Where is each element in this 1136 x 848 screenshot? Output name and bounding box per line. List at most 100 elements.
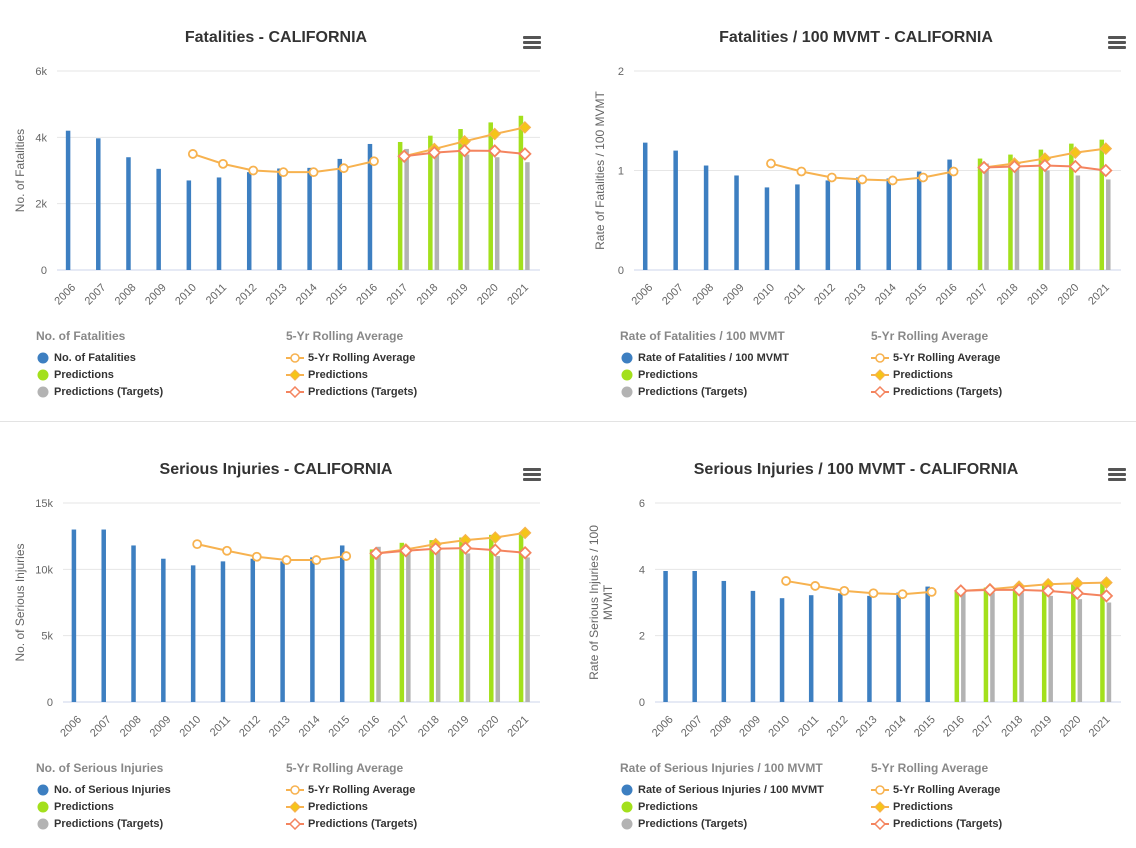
x-tick-label: 2007 — [88, 714, 114, 740]
x-tick-label: 2008 — [690, 282, 716, 308]
line-point — [1068, 159, 1083, 174]
bar — [642, 142, 648, 270]
x-tick-label: 2014 — [294, 282, 320, 308]
legend-item-rolling[interactable]: 5-Yr Rolling Average — [871, 782, 1002, 799]
x-tick-label: 2017 — [386, 714, 412, 740]
legend-title: Rate of Fatalities / 100 MVMT — [620, 329, 785, 343]
line-point — [248, 165, 259, 176]
x-tick-label: 2008 — [118, 714, 144, 740]
line-point — [192, 539, 203, 550]
x-tick-label: 2013 — [267, 714, 293, 740]
x-tick-label: 2020 — [476, 714, 502, 740]
legend-primary: Rate of Serious Injuries / 100 MVMT Rate… — [620, 760, 824, 833]
line-point — [1068, 146, 1082, 159]
bar — [397, 141, 403, 270]
legend-item-actual[interactable]: No. of Fatalities — [36, 350, 163, 367]
legend-item-rolling[interactable]: 5-Yr Rolling Average — [286, 350, 417, 367]
x-tick-label: 2010 — [177, 714, 203, 740]
line-point — [338, 163, 349, 174]
legend-item-actual[interactable]: Rate of Serious Injuries / 100 MVMT — [620, 782, 824, 799]
line-point — [251, 551, 262, 562]
chart-menu-icon[interactable] — [1108, 36, 1126, 50]
legend-item-actual[interactable]: Rate of Fatalities / 100 MVMT — [620, 350, 789, 367]
bar — [525, 162, 530, 270]
bar — [808, 595, 814, 702]
x-tick-label: 2021 — [505, 714, 531, 740]
bar — [518, 532, 524, 702]
bar — [1041, 584, 1047, 702]
bar — [1075, 175, 1081, 270]
x-tick-label: 2006 — [630, 282, 656, 308]
legend-item-predictions[interactable]: Predictions — [36, 367, 163, 384]
x-tick-label: 2016 — [934, 282, 960, 308]
legend-item-targets[interactable]: Predictions (Targets) — [36, 816, 171, 833]
legend-item-predictions[interactable]: Predictions — [620, 799, 824, 816]
bar — [1045, 170, 1050, 270]
legend-item-targets[interactable]: Predictions (Targets) — [36, 384, 163, 401]
legend-item-rolling-targets[interactable]: Predictions (Targets) — [286, 384, 417, 401]
x-tick-label: 2016 — [354, 282, 380, 308]
line-point — [458, 541, 473, 555]
line-point — [311, 555, 322, 565]
bar — [190, 565, 196, 702]
x-tick-label: 2012 — [825, 714, 851, 740]
chart-panel-serious-injury-rate: Serious Injuries / 100 MVMT - CALIFORNIA… — [568, 424, 1136, 848]
legend-item-targets[interactable]: Predictions (Targets) — [620, 816, 824, 833]
bar — [983, 587, 989, 702]
y-axis-label: Rate of Serious Injuries / 100MVMT — [587, 525, 615, 680]
line-point — [187, 149, 198, 159]
line-point — [488, 531, 502, 544]
chart-menu-icon[interactable] — [523, 468, 541, 482]
line-point — [518, 545, 532, 560]
line-point — [826, 172, 837, 183]
x-tick-label: 2014 — [297, 714, 323, 740]
x-tick-label: 2016 — [356, 714, 382, 740]
y-tick-label: 5k — [41, 631, 53, 643]
legend-item-rolling-targets[interactable]: Predictions (Targets) — [286, 816, 417, 833]
y-tick-label: 0 — [47, 697, 53, 709]
legend-item-rolling-targets[interactable]: Predictions (Targets) — [871, 816, 1002, 833]
line-point — [796, 166, 807, 177]
legend-item-targets[interactable]: Predictions (Targets) — [620, 384, 789, 401]
legend-item-predictions[interactable]: Predictions — [36, 799, 171, 816]
x-tick-label: 2019 — [1029, 714, 1055, 740]
y-tick-label: 10k — [35, 564, 53, 576]
legend-item-rolling[interactable]: 5-Yr Rolling Average — [871, 350, 1002, 367]
x-tick-label: 2021 — [1086, 282, 1112, 308]
legend-title: No. of Fatalities — [36, 329, 126, 343]
bar — [825, 180, 831, 270]
chart-menu-icon[interactable] — [1108, 468, 1126, 482]
bar — [280, 561, 285, 702]
bar — [896, 592, 901, 702]
legend-item-actual[interactable]: No. of Serious Injuries — [36, 782, 171, 799]
line-point — [948, 166, 959, 177]
legend-item-rolling-targets[interactable]: Predictions (Targets) — [871, 384, 1002, 401]
bar — [399, 542, 405, 702]
x-tick-label: 2015 — [324, 282, 350, 308]
x-tick-label: 2011 — [782, 282, 807, 307]
bar — [429, 540, 434, 702]
line-point — [487, 144, 502, 158]
legend-item-rolling-predictions[interactable]: Predictions — [286, 367, 417, 384]
legend-item-rolling-predictions[interactable]: Predictions — [871, 799, 1002, 816]
x-tick-label: 2020 — [1056, 282, 1082, 308]
bar — [518, 115, 524, 271]
chart-menu-icon[interactable] — [523, 36, 541, 50]
legend-item-rolling-predictions[interactable]: Predictions — [871, 367, 1002, 384]
x-tick-label: 2017 — [970, 714, 996, 740]
bar — [1008, 154, 1013, 270]
y-tick-label: 0 — [639, 697, 645, 709]
y-tick-label: 0 — [618, 265, 624, 277]
legend-title: 5-Yr Rolling Average — [286, 329, 404, 343]
x-tick-label: 2012 — [812, 282, 838, 308]
legend-title: 5-Yr Rolling Average — [286, 761, 404, 775]
legend-item-rolling[interactable]: 5-Yr Rolling Average — [286, 782, 417, 799]
legend-item-predictions[interactable]: Predictions — [620, 367, 789, 384]
bar — [65, 130, 71, 270]
bar — [339, 545, 345, 702]
x-tick-label: 2009 — [737, 714, 763, 740]
legend-item-rolling-predictions[interactable]: Predictions — [286, 799, 417, 816]
bar — [925, 586, 930, 702]
bar — [126, 157, 131, 270]
line-point — [1099, 589, 1114, 603]
